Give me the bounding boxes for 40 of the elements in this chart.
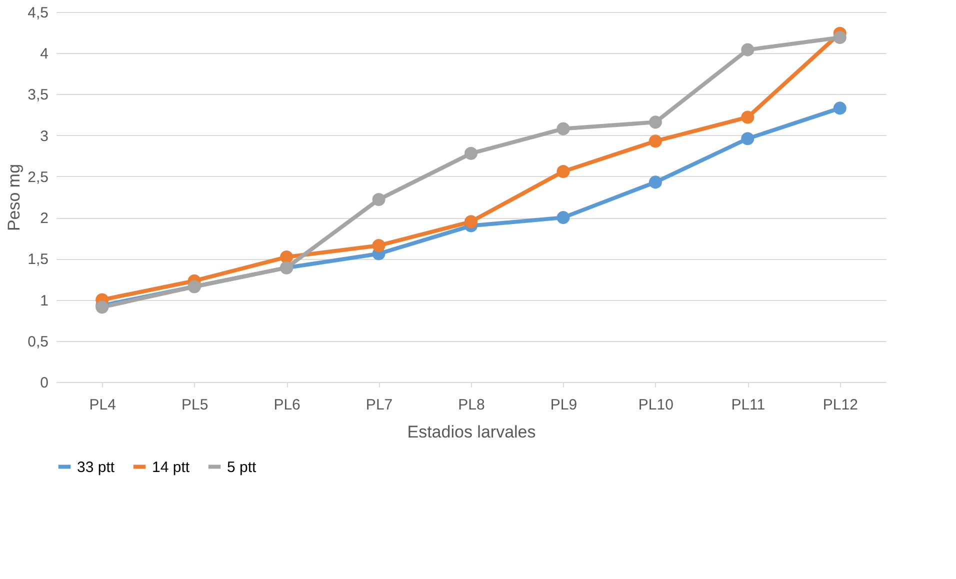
y-axis-title: Peso mg	[4, 164, 24, 232]
legend-label: 33 ptt	[77, 458, 116, 476]
point	[556, 211, 570, 224]
point	[556, 122, 570, 136]
x-tick-label: PL5	[181, 396, 208, 414]
point	[648, 134, 662, 148]
x-tick-label: PL6	[274, 396, 300, 414]
y-tick-label: 2	[40, 210, 48, 228]
y-tick-label: 3	[40, 128, 48, 145]
point	[464, 146, 478, 160]
y-tick-label: 4	[40, 46, 48, 63]
y-tick-label: 1	[40, 292, 48, 310]
point	[741, 132, 754, 146]
legend-label: 14 ptt	[152, 458, 190, 476]
x-axis-title: Estadios larvales	[407, 422, 536, 442]
point	[648, 116, 662, 129]
y-tick-label: 2,5	[28, 168, 48, 186]
x-tick-label: PL4	[89, 396, 116, 414]
x-tick-label: PL10	[638, 396, 674, 414]
point	[833, 30, 846, 44]
x-tick-label: PL12	[822, 396, 858, 414]
point	[741, 43, 754, 56]
point	[280, 250, 294, 264]
y-tick-label: 3,5	[28, 86, 48, 104]
x-tick-label: PL7	[366, 396, 393, 414]
y-tick-label: 1,5	[28, 251, 48, 268]
y-tick-label: 0,5	[28, 333, 48, 350]
x-tick-label: PL9	[550, 396, 578, 414]
point	[372, 239, 386, 252]
point	[372, 192, 386, 206]
point	[833, 102, 846, 115]
point	[464, 215, 478, 228]
x-tick-label: PL11	[731, 396, 766, 414]
point	[741, 110, 754, 124]
point	[556, 165, 570, 178]
x-tick-label: PL8	[458, 396, 485, 414]
legend-label: 5 ptt	[227, 458, 258, 476]
y-tick-label: 0	[40, 374, 48, 392]
point	[648, 176, 662, 189]
y-tick-label: 4,5	[28, 4, 48, 22]
